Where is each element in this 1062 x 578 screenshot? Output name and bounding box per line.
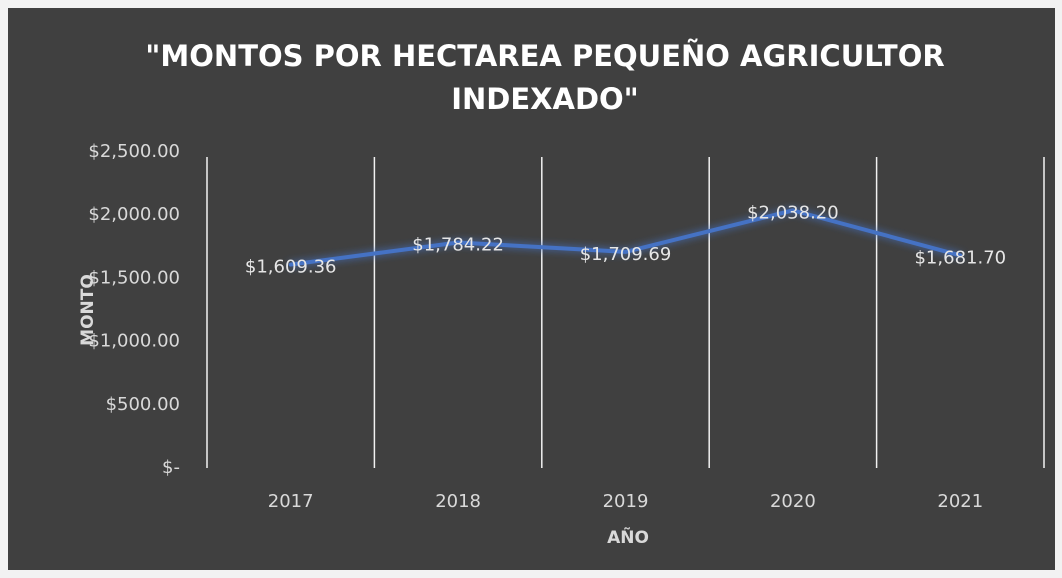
line: [288, 208, 963, 267]
data-label: $2,038.20: [747, 202, 839, 223]
x-tick-label: 2021: [937, 491, 983, 512]
x-tick-label: 2017: [268, 491, 314, 512]
y-axis-title: MONTO: [78, 274, 98, 346]
x-tick-label: 2019: [603, 491, 649, 512]
data-label: $1,609.36: [245, 257, 337, 278]
y-tick-label: $2,500.00: [88, 141, 180, 162]
chart-background: [8, 8, 1055, 570]
data-label: $1,784.22: [412, 234, 504, 255]
y-tick-label: $-: [162, 457, 180, 478]
y-tick-label: $1,000.00: [88, 331, 180, 352]
data-label: $1,709.69: [580, 244, 672, 265]
x-tick-label: 2018: [435, 491, 481, 512]
data-label: $1,681.70: [914, 247, 1006, 268]
y-tick-label: $2,000.00: [88, 204, 180, 225]
x-axis-title: AÑO: [607, 525, 649, 548]
chart-title: "MONTOS POR HECTAREA PEQUEÑO AGRICULTOR: [145, 39, 944, 73]
y-tick-label: $500.00: [106, 394, 180, 415]
chart-title: INDEXADO": [451, 82, 639, 116]
x-tick-label: 2020: [770, 491, 816, 512]
y-tick-label: $1,500.00: [88, 267, 180, 288]
